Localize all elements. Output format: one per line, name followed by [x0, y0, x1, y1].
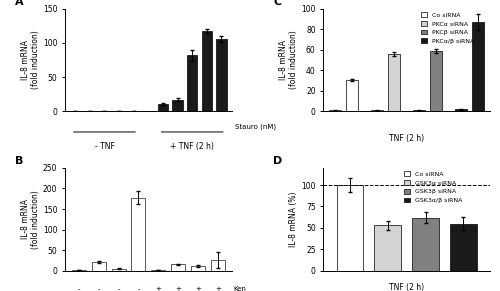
Text: +: +: [175, 286, 181, 291]
Bar: [202, 31, 212, 111]
Text: B: B: [15, 156, 24, 166]
Bar: [211, 260, 224, 271]
Legend: Co siRNA, PKCα siRNA, PKCβ siRNA, PKCα/β siRNA: Co siRNA, PKCα siRNA, PKCβ siRNA, PKCα/β…: [418, 10, 476, 47]
Text: D: D: [274, 156, 282, 166]
Bar: [158, 104, 168, 111]
Bar: [372, 110, 383, 111]
Bar: [92, 262, 106, 271]
Text: +: +: [156, 286, 161, 291]
Bar: [456, 109, 468, 111]
Text: + TNF (2 h): + TNF (2 h): [170, 142, 214, 151]
Bar: [72, 270, 86, 271]
Bar: [450, 223, 476, 271]
Text: -: -: [118, 286, 120, 291]
Bar: [191, 266, 205, 271]
Bar: [414, 110, 425, 111]
Text: A: A: [15, 0, 24, 7]
Text: C: C: [274, 0, 281, 7]
Text: -: -: [137, 286, 140, 291]
Legend: Co siRNA, GSK3α siRNA, GSK3β siRNA, GSK3α/β siRNA: Co siRNA, GSK3α siRNA, GSK3β siRNA, GSK3…: [402, 169, 465, 206]
Y-axis label: IL-8 mRNA
(fold induction): IL-8 mRNA (fold induction): [279, 31, 298, 89]
Y-axis label: IL-8 mRNA
(fold induction): IL-8 mRNA (fold induction): [20, 31, 40, 89]
Text: -: -: [98, 286, 100, 291]
Y-axis label: IL-8 mRNA
(fold induction): IL-8 mRNA (fold induction): [20, 190, 40, 249]
Text: Stauro (nM): Stauro (nM): [234, 124, 276, 130]
Text: Ken: Ken: [234, 286, 246, 291]
Bar: [472, 22, 484, 111]
Bar: [216, 39, 226, 111]
Bar: [374, 225, 401, 271]
Text: +: +: [195, 286, 201, 291]
Text: +: +: [215, 286, 220, 291]
Bar: [112, 269, 126, 271]
Bar: [329, 110, 341, 111]
Text: -: -: [78, 286, 80, 291]
Bar: [172, 100, 182, 111]
Y-axis label: IL-8 mRNA (%): IL-8 mRNA (%): [290, 191, 298, 247]
Text: TNF (2 h): TNF (2 h): [389, 283, 424, 291]
Bar: [336, 185, 363, 271]
Bar: [132, 198, 145, 271]
Bar: [412, 218, 439, 271]
Text: - TNF: - TNF: [94, 142, 114, 151]
Bar: [430, 51, 442, 111]
Text: TNF (2 h): TNF (2 h): [389, 134, 424, 143]
Bar: [171, 265, 185, 271]
Bar: [187, 55, 198, 111]
Bar: [152, 270, 165, 271]
Bar: [346, 80, 358, 111]
Bar: [388, 54, 400, 111]
